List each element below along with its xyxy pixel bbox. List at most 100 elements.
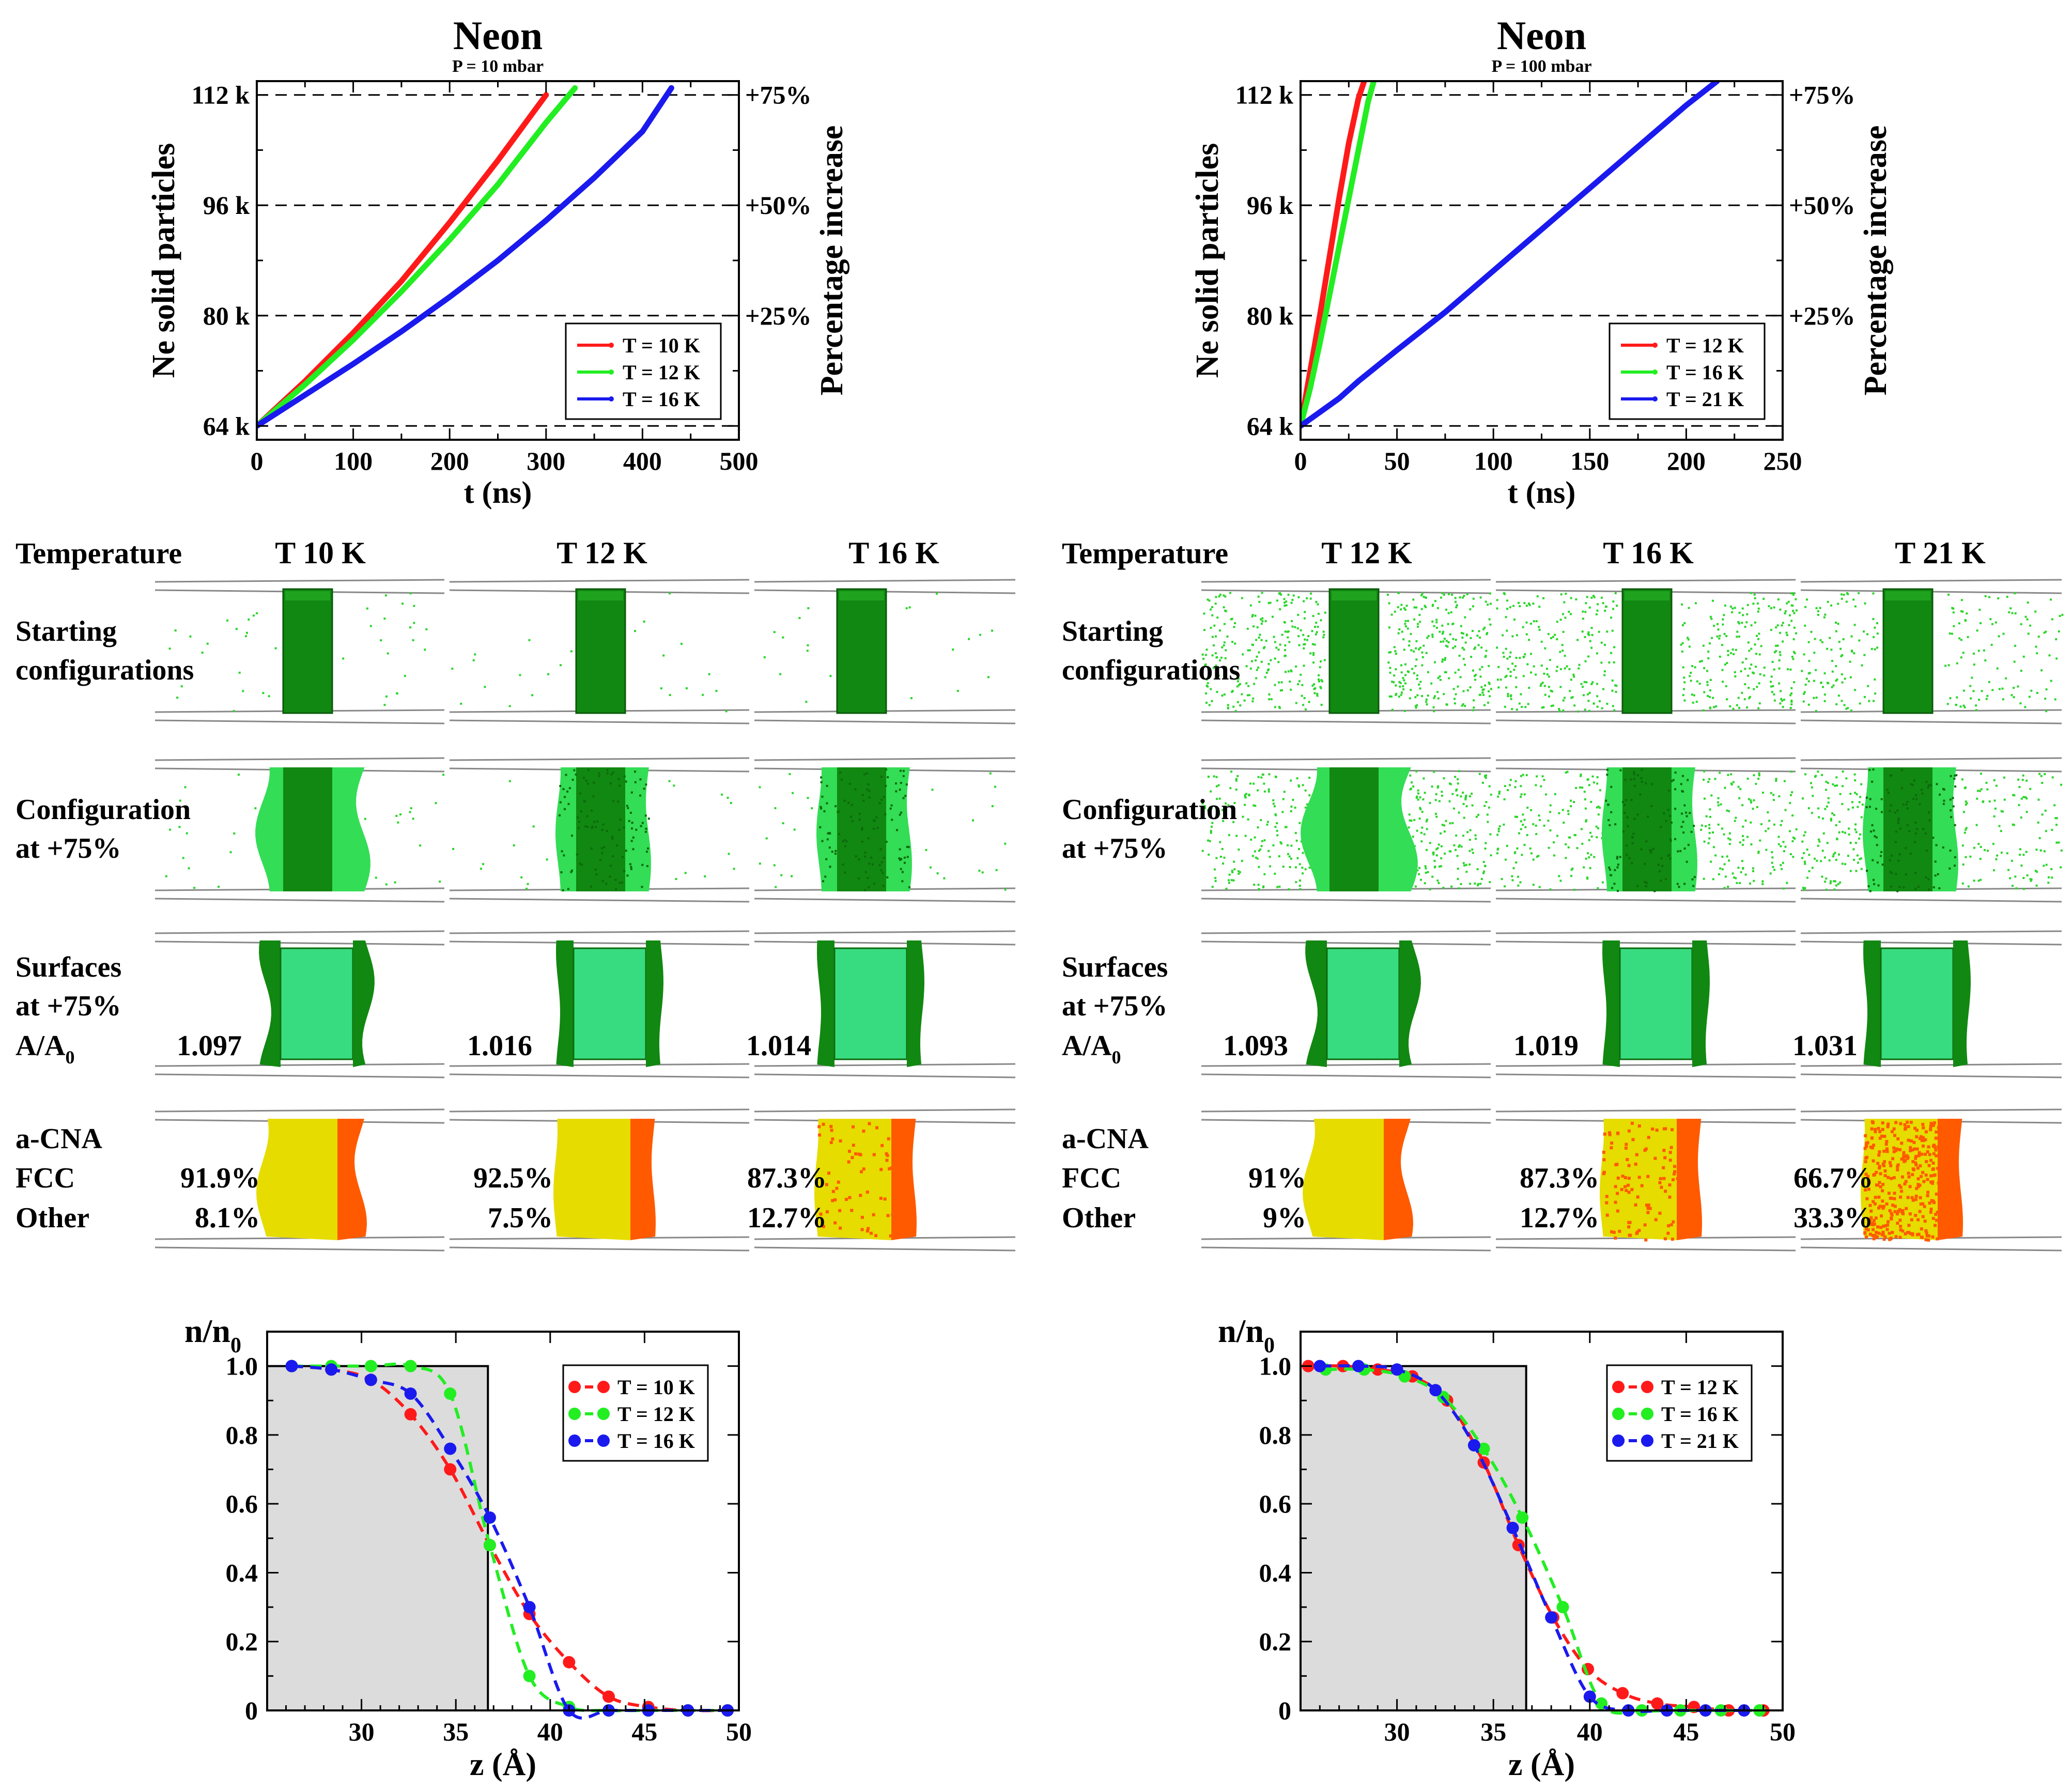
- other-speck: [1608, 1133, 1612, 1136]
- gas-particle: [1488, 690, 1490, 692]
- gas-particle: [1583, 866, 1585, 869]
- gas-particle: [1294, 806, 1296, 809]
- y-tick-label: 0: [245, 1696, 258, 1725]
- gas-particle: [1758, 682, 1760, 685]
- gas-particle: [1415, 706, 1417, 709]
- other-speck: [1668, 1151, 1672, 1154]
- gas-particle: [1757, 607, 1760, 610]
- gas-particle: [1485, 842, 1487, 844]
- defect-speck: [1682, 831, 1685, 834]
- gas-particle: [1284, 605, 1286, 607]
- gas-particle: [1613, 709, 1616, 712]
- gas-particle: [1771, 856, 1774, 859]
- gas-particle: [1511, 875, 1513, 877]
- gas-particle: [1870, 647, 1873, 650]
- gas-particle: [254, 807, 257, 810]
- gas-particle: [185, 832, 188, 835]
- gas-particle: [1247, 649, 1249, 652]
- gas-particle: [1753, 879, 1755, 882]
- gas-particle: [1274, 657, 1276, 660]
- gas-particle: [482, 863, 484, 866]
- defect-speck: [883, 857, 885, 859]
- gas-particle: [1815, 696, 1818, 699]
- gas-particle: [1263, 790, 1266, 793]
- gas-particle: [1514, 815, 1517, 818]
- gas-particle: [1815, 669, 1817, 671]
- gas-particle: [2008, 611, 2011, 613]
- gas-particle: [1464, 797, 1467, 799]
- x-tick-label: 30: [349, 1717, 375, 1746]
- gas-particle: [1825, 789, 1828, 791]
- gas-particle: [1792, 856, 1795, 858]
- gas-particle: [1411, 668, 1414, 670]
- box-edge-line: [1495, 930, 1796, 934]
- gas-particle: [1254, 836, 1256, 839]
- gas-particle: [1552, 841, 1555, 844]
- gas-particle: [1458, 655, 1461, 657]
- defect-speck: [618, 882, 621, 884]
- gas-particle: [1782, 861, 1784, 864]
- gas-particle: [472, 659, 475, 661]
- gas-particle: [1299, 888, 1302, 890]
- gas-particle: [2009, 877, 2012, 879]
- gas-particle: [1814, 775, 1817, 778]
- gas-particle: [1529, 622, 1532, 625]
- gas-particle: [1612, 608, 1615, 610]
- gas-particle: [1313, 643, 1316, 646]
- gas-particle: [1436, 847, 1439, 850]
- defect-speck: [1877, 884, 1880, 887]
- box-edge-line: [1800, 898, 2062, 903]
- profile-point: [1556, 1601, 1569, 1614]
- snapshot-cell: [1201, 757, 1492, 903]
- gas-particle: [1578, 663, 1581, 666]
- defect-speck: [829, 866, 831, 868]
- gas-particle: [1600, 641, 1603, 644]
- other-speck: [1662, 1177, 1666, 1180]
- other-speck: [1912, 1168, 1915, 1171]
- legend-marker: [609, 396, 614, 402]
- other-speck: [1901, 1209, 1905, 1212]
- gas-particle: [1306, 597, 1308, 599]
- gas-particle: [1811, 812, 1813, 814]
- gas-particle: [1503, 823, 1505, 826]
- other-speck: [1608, 1131, 1612, 1135]
- other-speck: [1864, 1160, 1867, 1164]
- gas-particle: [2045, 630, 2047, 633]
- gas-particle: [1849, 793, 1852, 795]
- defect-speck: [1664, 878, 1667, 881]
- defect-speck: [641, 822, 644, 824]
- gas-particle: [1422, 798, 1425, 800]
- gas-particle: [1480, 878, 1483, 881]
- gas-particle: [1841, 654, 1844, 656]
- gas-particle: [1546, 673, 1549, 676]
- surface-right: [1692, 940, 1710, 1067]
- gas-particle: [1422, 644, 1425, 647]
- gas-particle: [1451, 822, 1454, 824]
- gas-particle: [1415, 647, 1417, 650]
- other-speck: [1648, 1207, 1652, 1210]
- gas-particle: [1752, 808, 1754, 810]
- gas-particle: [1741, 691, 1743, 694]
- other-speck: [1920, 1175, 1923, 1178]
- defect-speck: [1869, 798, 1872, 800]
- gas-particle: [1391, 681, 1394, 683]
- other-speck: [837, 1180, 840, 1184]
- gas-particle: [1403, 649, 1405, 651]
- gas-particle: [1585, 681, 1588, 684]
- gas-particle: [1271, 615, 1274, 618]
- gas-particle: [1783, 780, 1786, 782]
- defect-speck: [577, 827, 580, 829]
- other-speck: [1903, 1182, 1907, 1186]
- x-tick-label: 50: [1384, 446, 1410, 475]
- defect-speck: [1949, 867, 1951, 870]
- gas-particle: [1556, 621, 1558, 623]
- legend-marker: [1612, 1408, 1625, 1420]
- other-speck: [1903, 1123, 1907, 1127]
- gas-particle: [1770, 629, 1772, 631]
- other-speck: [1653, 1156, 1657, 1160]
- other-speck: [1935, 1130, 1938, 1134]
- gas-particle: [1260, 776, 1263, 779]
- gas-particle: [936, 872, 939, 875]
- gas-particle: [1449, 633, 1451, 636]
